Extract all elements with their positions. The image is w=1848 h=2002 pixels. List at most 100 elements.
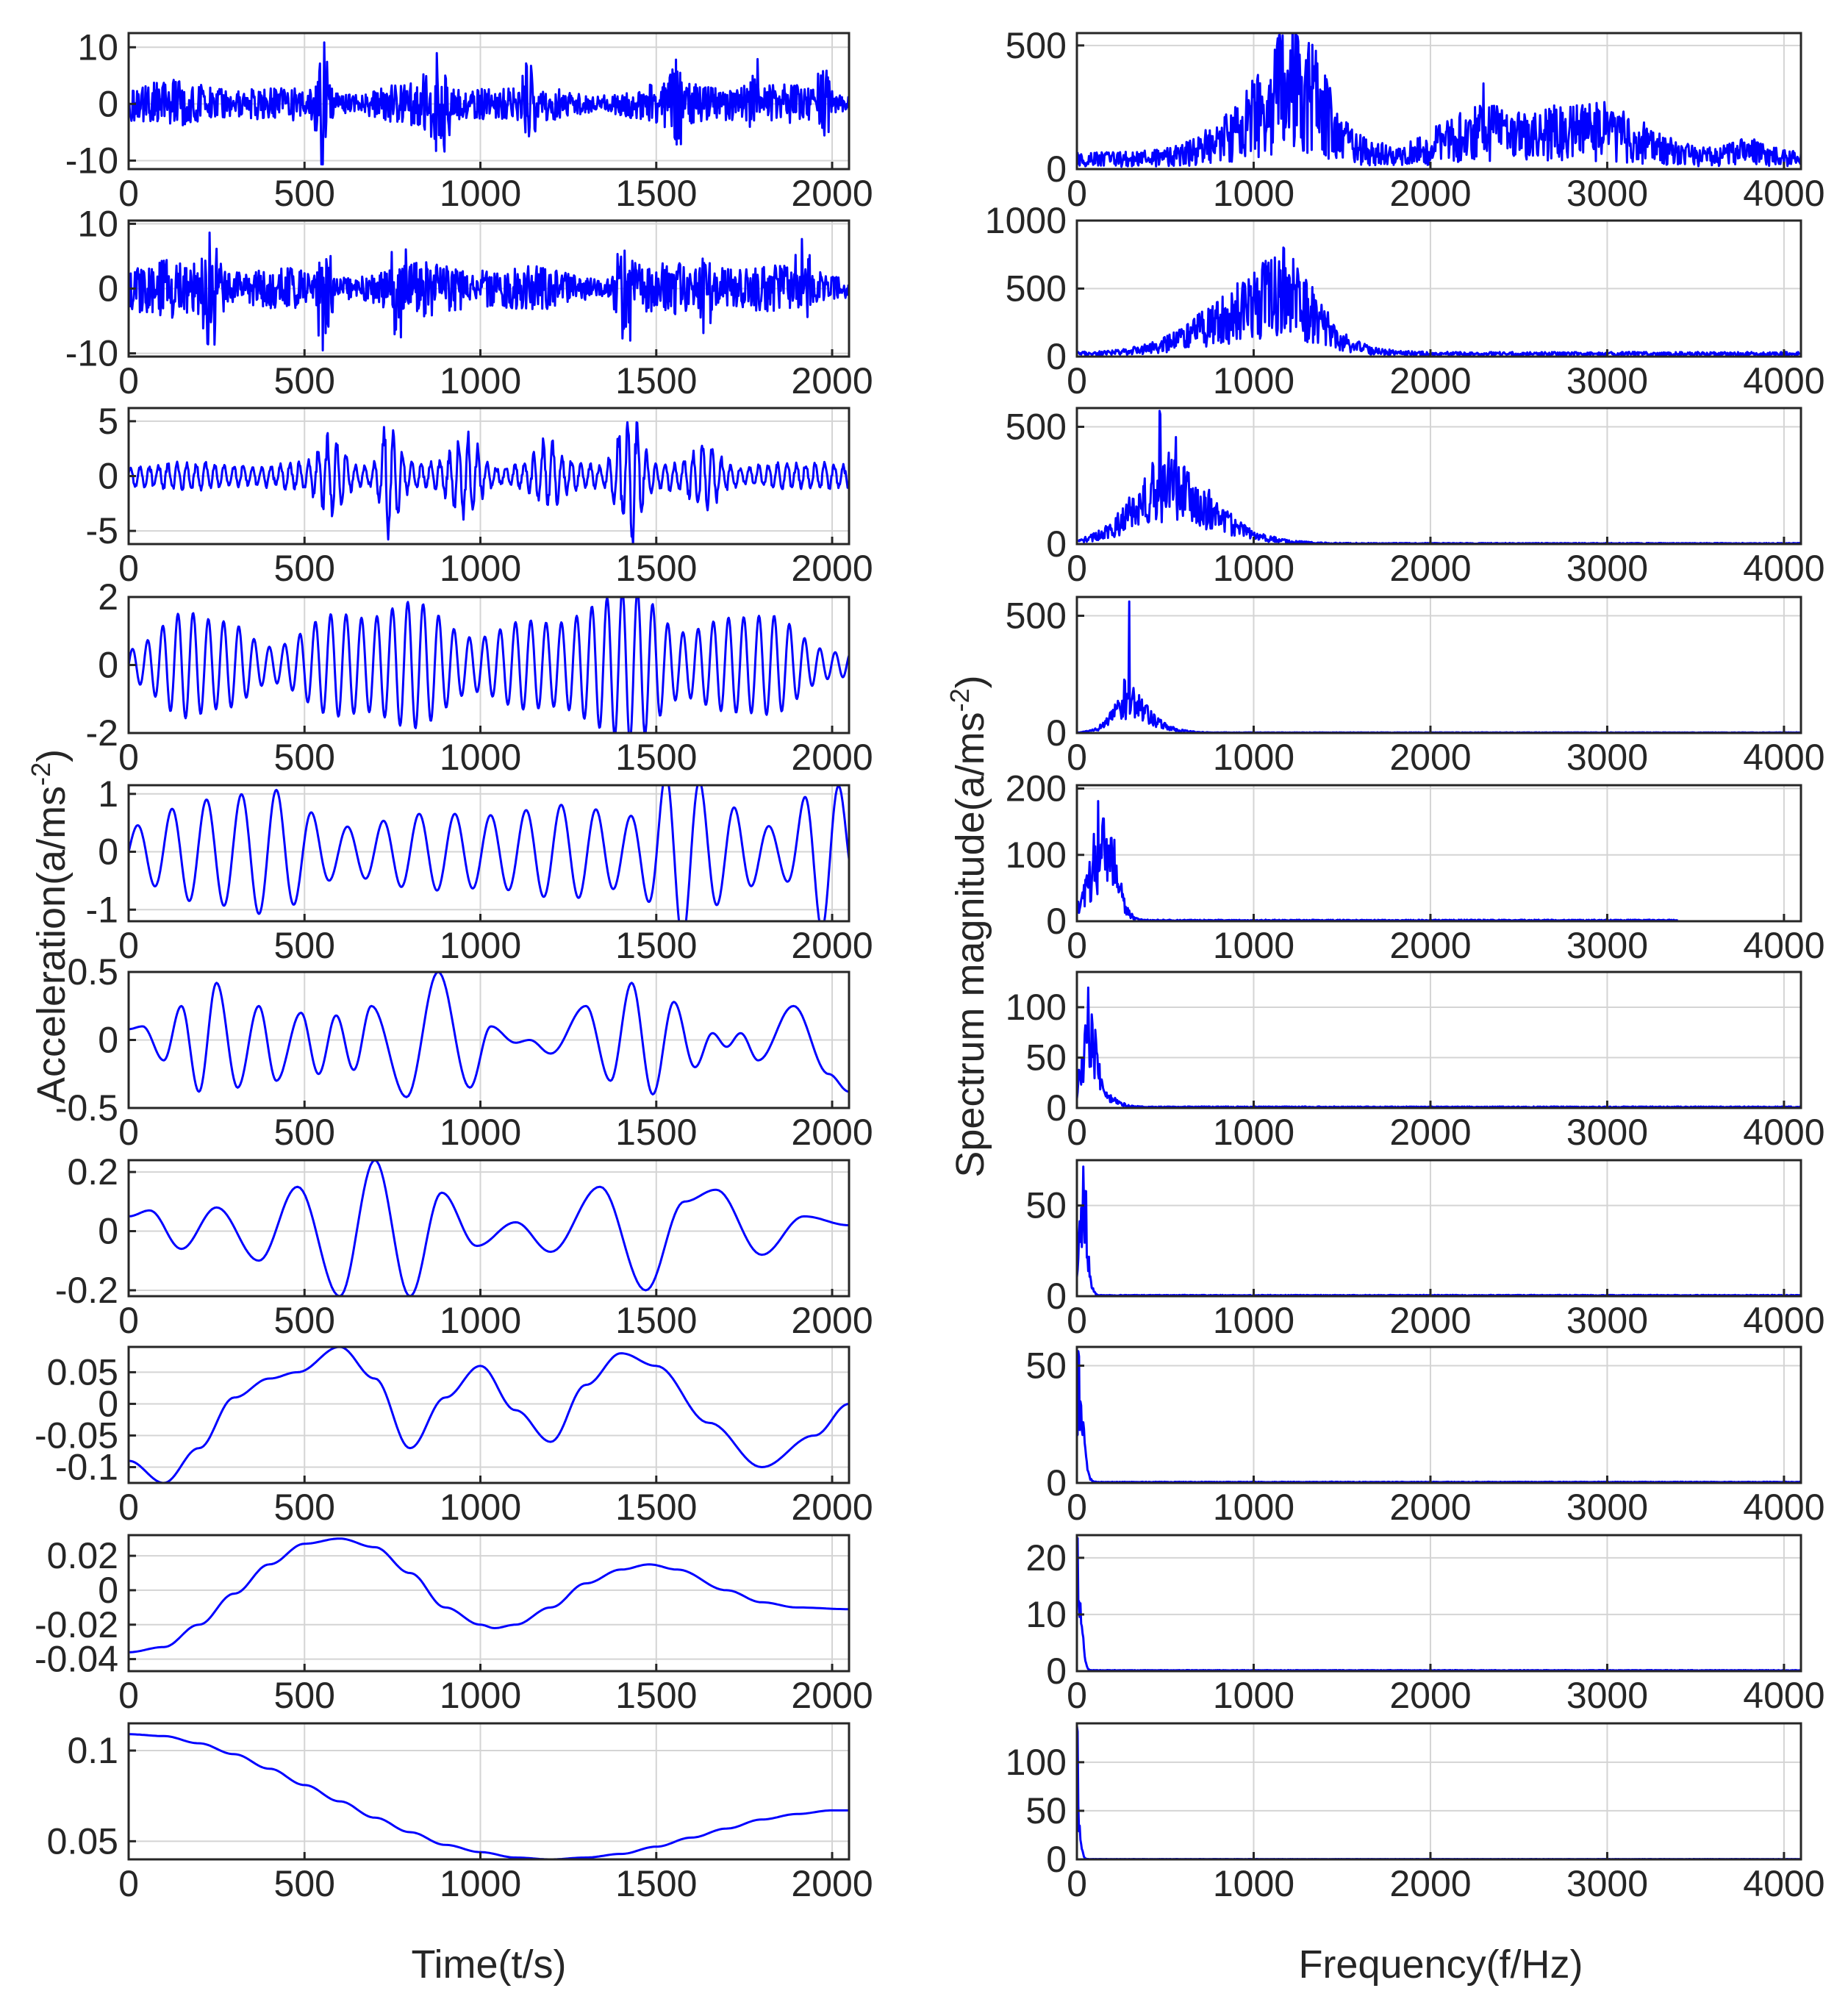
x-tick-label: 1000 [440, 737, 521, 778]
x-tick-label: 1000 [440, 1112, 521, 1153]
x-tick-label: 1500 [615, 925, 697, 966]
axes-frame [1075, 407, 1802, 546]
x-tick-label: 1500 [615, 1487, 697, 1528]
y-tick-label: 0 [1046, 1087, 1067, 1129]
x-tick-label: 1000 [1213, 737, 1294, 778]
y-tick-label: 0 [98, 268, 118, 310]
y-tick-label: 200 [1006, 768, 1067, 809]
y-tick-label: 500 [1006, 25, 1067, 66]
y-tick-label: 500 [1006, 407, 1067, 448]
right-x-axis-title: Frequency(f/Hz) [1298, 1942, 1583, 1987]
x-tick-label: 0 [1067, 1112, 1087, 1153]
x-tick-label: 2000 [791, 1487, 873, 1528]
x-tick-label: 1000 [1213, 173, 1294, 214]
y-tick-label: 10 [77, 203, 118, 244]
y-tick-label: -0.1 [55, 1446, 118, 1487]
subplot-time-3: 0 500 1000 1500 2000-505 [86, 401, 873, 589]
x-tick-label: 2000 [791, 548, 873, 589]
x-tick-label: 2000 [1389, 1112, 1471, 1153]
y-tick-label: 0 [1046, 1462, 1067, 1504]
x-tick-label: 4000 [1743, 1487, 1824, 1528]
axes-frame [1075, 1722, 1802, 1861]
x-tick-label: 500 [274, 1112, 335, 1153]
subplot-time-5: 0 500 1000 1500 2000-101 [86, 773, 873, 966]
y-tick-label: 100 [1006, 1742, 1067, 1783]
x-tick-label: 1000 [440, 1863, 521, 1904]
subplot-spec-2: 0 1000 2000 3000 4000 0 500 1000 [985, 200, 1825, 401]
left-x-axis-title: Time(t/s) [412, 1942, 567, 1987]
x-tick-label: 500 [274, 1675, 335, 1716]
x-tick-label: 2000 [791, 360, 873, 401]
x-tick-label: 1000 [1213, 1300, 1294, 1341]
signal-line [1077, 800, 1679, 921]
x-tick-label: 2000 [1389, 1487, 1471, 1528]
axes-frame [1075, 970, 1802, 1109]
x-tick-label: 1000 [1213, 1112, 1294, 1153]
x-tick-label: 4000 [1743, 925, 1824, 966]
x-tick-label: 0 [1067, 173, 1087, 214]
x-tick-label: 3000 [1566, 737, 1648, 778]
x-tick-label: 3000 [1566, 925, 1648, 966]
signal-line [129, 1347, 849, 1483]
axes-frame [127, 1534, 850, 1673]
subplot-spec-3: 0 1000 2000 3000 4000 0 500 [1006, 407, 1825, 589]
signal-line [129, 41, 849, 166]
x-tick-label: 1000 [440, 1300, 521, 1341]
y-tick-label: 10 [77, 26, 118, 68]
y-tick-label: 50 [1025, 1790, 1067, 1831]
x-tick-label: 3000 [1566, 1487, 1648, 1528]
axes-frame [1075, 32, 1802, 171]
x-tick-label: 0 [118, 1863, 139, 1904]
axes-frame [1075, 1159, 1802, 1298]
signal-line [1077, 246, 1801, 357]
x-tick-label: 4000 [1743, 173, 1824, 214]
x-tick-label: 2000 [1389, 1863, 1471, 1904]
x-tick-label: 0 [1067, 925, 1087, 966]
subplot-time-6: 0 500 1000 1500 2000-0.500.5 [55, 951, 873, 1153]
x-tick-label: 1000 [1213, 925, 1294, 966]
x-tick-label: 2000 [791, 737, 873, 778]
x-tick-label: 2000 [1389, 548, 1471, 589]
y-tick-label: 0.2 [67, 1151, 118, 1193]
x-tick-label: 2000 [1389, 737, 1471, 778]
y-tick-label: 500 [1006, 596, 1067, 637]
y-tick-label: 0.02 [47, 1535, 118, 1576]
y-tick-label: -0.5 [55, 1087, 118, 1129]
y-tick-label: -5 [86, 510, 118, 551]
signal-line [1077, 986, 1801, 1108]
x-tick-label: 2000 [791, 925, 873, 966]
axes-frame [127, 32, 850, 171]
signal-line [1077, 600, 1801, 733]
x-tick-label: 1000 [1213, 1487, 1294, 1528]
x-tick-label: 500 [274, 1300, 335, 1341]
y-tick-label: 0 [98, 645, 118, 686]
subplot-time-10: 0 500 1000 1500 2000 0.05 0.1 [47, 1722, 873, 1904]
y-tick-label: 0 [1046, 712, 1067, 754]
x-tick-label: 0 [118, 1300, 139, 1341]
left-y-axis-title: Acceleration(a/ms-2) [26, 749, 74, 1104]
subplot-spec-4: 0 1000 2000 3000 4000 0 500 [1006, 596, 1825, 778]
x-tick-label: 1500 [615, 1675, 697, 1716]
x-tick-label: 1000 [1213, 1675, 1294, 1716]
x-tick-label: 2000 [791, 1863, 873, 1904]
axes-frame [127, 1159, 850, 1298]
signal-line [129, 1160, 849, 1296]
y-tick-label: -0.04 [35, 1639, 118, 1680]
x-tick-label: 2000 [791, 1675, 873, 1716]
signal-line [129, 597, 849, 733]
y-tick-label: 0 [98, 1570, 118, 1611]
x-tick-label: 2000 [1389, 925, 1471, 966]
subplot-spec-5: 0 1000 2000 3000 4000 0 100 200 [1006, 768, 1825, 966]
x-tick-label: 1500 [615, 1112, 697, 1153]
subplot-spec-8: 0 1000 2000 3000 4000 0 50 [1025, 1345, 1824, 1528]
y-tick-label: 0 [98, 1383, 118, 1424]
subplot-time-7: 0 500 1000 1500 2000-0.200.2 [55, 1151, 873, 1341]
x-tick-label: 2000 [791, 1300, 873, 1341]
x-tick-label: 0 [1067, 360, 1087, 401]
x-tick-label: 1000 [440, 548, 521, 589]
x-tick-label: 2000 [791, 173, 873, 214]
